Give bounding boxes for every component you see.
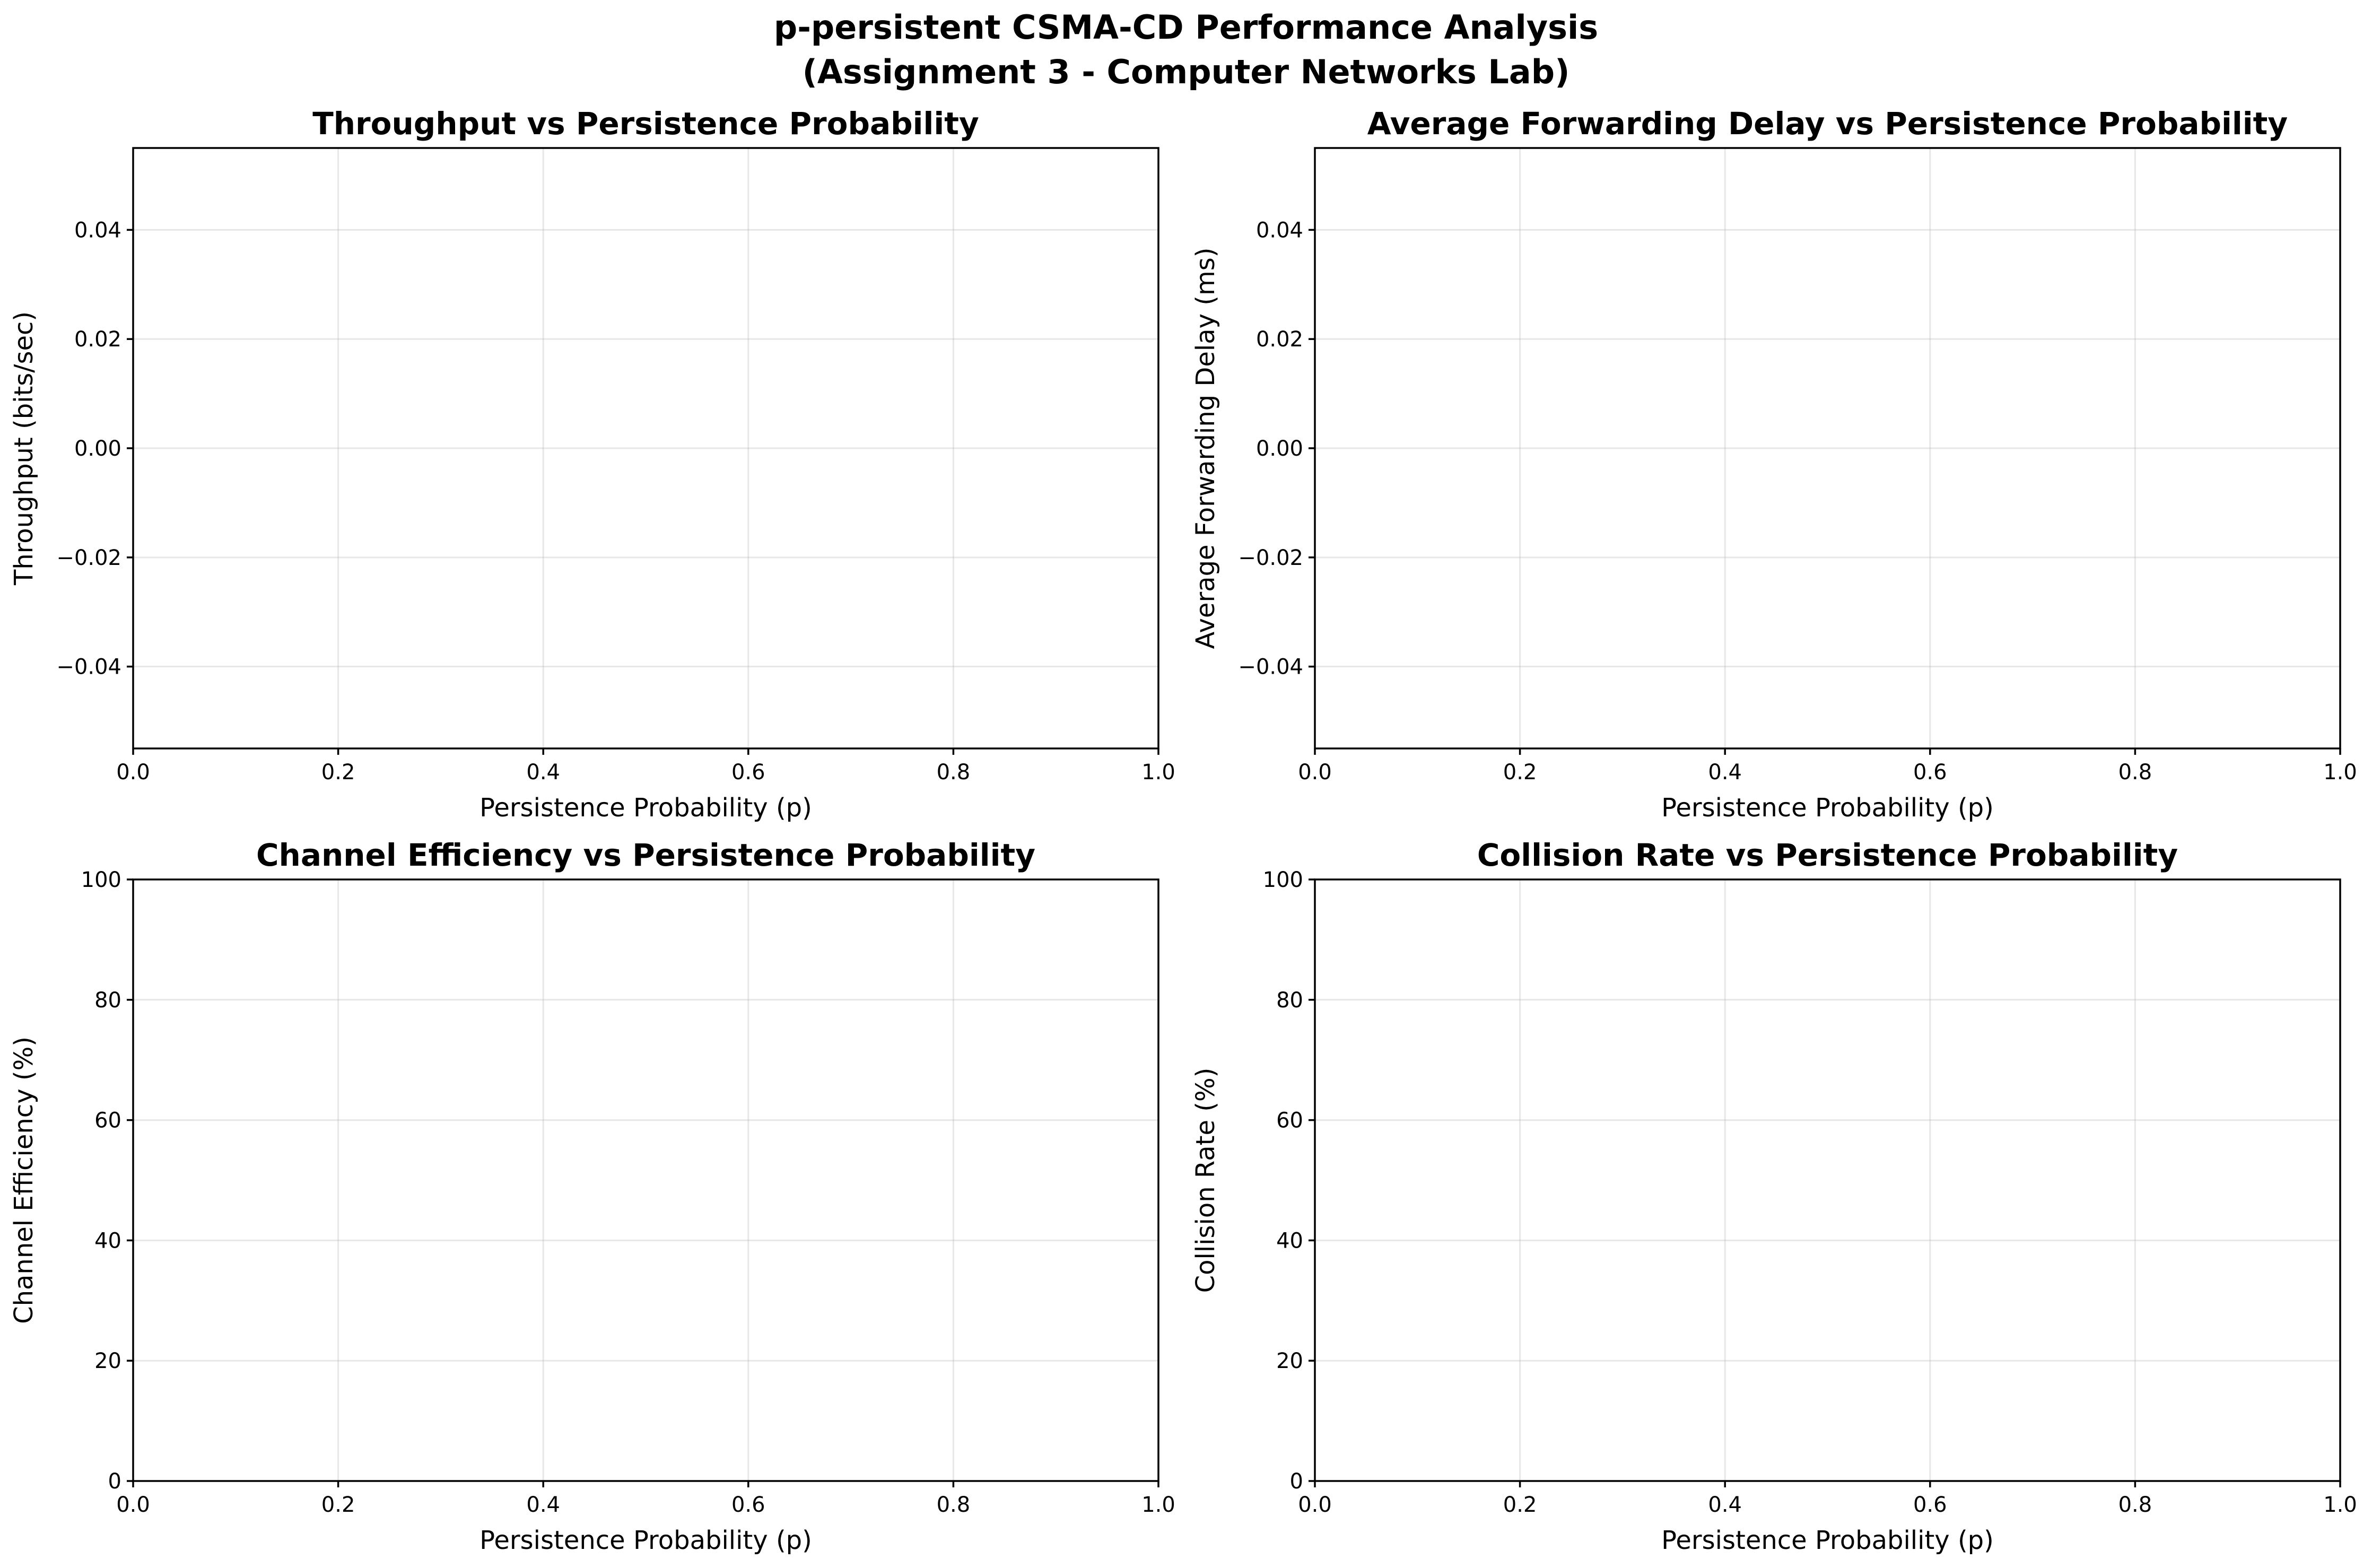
delay-xtick-label-4: 0.8 xyxy=(2118,760,2152,785)
efficiency-xlabel: Persistence Probability (p) xyxy=(479,1526,812,1555)
delay-ytick-label-0: −0.04 xyxy=(1238,655,1303,680)
delay-xtick-label-0: 0.0 xyxy=(1298,760,1332,785)
throughput-xlabel: Persistence Probability (p) xyxy=(479,793,812,823)
collision-ytick-label-2: 40 xyxy=(1276,1229,1303,1253)
throughput-ytick-label-1: −0.02 xyxy=(56,546,121,570)
efficiency-xtick-label-5: 1.0 xyxy=(1141,1493,1175,1517)
collision-ytick-label-0: 0 xyxy=(1290,1469,1303,1494)
efficiency-ytick-label-5: 100 xyxy=(81,868,121,892)
collision-xtick-label-5: 1.0 xyxy=(2323,1493,2357,1517)
efficiency-xtick-label-4: 0.8 xyxy=(937,1493,971,1517)
efficiency-xtick-label-3: 0.6 xyxy=(731,1493,765,1517)
efficiency-ylabel: Channel Efficiency (%) xyxy=(9,1036,39,1324)
collision-ytick-label-5: 100 xyxy=(1263,868,1303,892)
throughput-subplot: 0.0 0.2 0.4 0.6 0.8 1.0 −0.04 −0.02 0.00 0.02 0.04… xyxy=(9,106,1175,823)
throughput-ytick-label-4: 0.04 xyxy=(74,218,121,242)
efficiency-subplot: 0.0 0.2 0.4 0.6 0.8 1.0 0 20 40 60 80 100 Channel Ef… xyxy=(9,837,1175,1555)
throughput-ylabel: Throughput (bits/sec) xyxy=(9,311,39,586)
collision-xlabel: Persistence Probability (p) xyxy=(1661,1526,1994,1555)
collision-xtick-label-2: 0.4 xyxy=(1708,1493,1742,1517)
throughput-title: Throughput vs Persistence Probability xyxy=(312,106,979,142)
collision-ylabel: Collision Rate (%) xyxy=(1191,1068,1220,1293)
throughput-xtick-label-0: 0.0 xyxy=(116,760,150,785)
figure-title: p-persistent CSMA-CD Performance Analysi… xyxy=(773,8,1599,91)
efficiency-xtick-label-1: 0.2 xyxy=(321,1493,355,1517)
efficiency-ytick-label-2: 40 xyxy=(94,1229,121,1253)
throughput-ytick-label-0: −0.04 xyxy=(56,655,121,680)
throughput-xtick-label-1: 0.2 xyxy=(321,760,355,785)
efficiency-ytick-label-0: 0 xyxy=(108,1469,121,1494)
collision-xtick-label-4: 0.8 xyxy=(2118,1493,2152,1517)
efficiency-ytick-label-4: 80 xyxy=(94,988,121,1013)
throughput-xtick-label-2: 0.4 xyxy=(526,760,560,785)
collision-ytick-label-1: 20 xyxy=(1276,1349,1303,1373)
delay-xtick-label-1: 0.2 xyxy=(1503,760,1537,785)
collision-ytick-label-3: 60 xyxy=(1276,1109,1303,1133)
delay-xtick-label-3: 0.6 xyxy=(1913,760,1947,785)
delay-subplot: 0.0 0.2 0.4 0.6 0.8 1.0 −0.04 −0.02 0.00 0.02 0.04… xyxy=(1191,106,2357,823)
delay-ytick-label-2: 0.00 xyxy=(1256,437,1303,461)
delay-ytick-label-4: 0.04 xyxy=(1256,218,1303,242)
delay-title: Average Forwarding Delay vs Persistence … xyxy=(1367,106,2288,142)
delay-ylabel: Average Forwarding Delay (ms) xyxy=(1191,247,1220,649)
collision-xtick-label-1: 0.2 xyxy=(1503,1493,1537,1517)
collision-title: Collision Rate vs Persistence Probabilit… xyxy=(1477,837,2178,873)
collision-xtick-label-3: 0.6 xyxy=(1913,1493,1947,1517)
throughput-xtick-label-5: 1.0 xyxy=(1141,760,1175,785)
delay-ytick-label-1: −0.02 xyxy=(1238,546,1303,570)
collision-plot-area xyxy=(1314,878,2341,1482)
throughput-xtick-label-4: 0.8 xyxy=(937,760,971,785)
collision-subplot: 0.0 0.2 0.4 0.6 0.8 1.0 0 20 40 60 80 100 Collision … xyxy=(1191,837,2357,1555)
efficiency-title: Channel Efficiency vs Persistence Probab… xyxy=(256,837,1035,873)
efficiency-ytick-label-3: 60 xyxy=(94,1109,121,1133)
delay-xtick-label-2: 0.4 xyxy=(1708,760,1742,785)
efficiency-xtick-label-2: 0.4 xyxy=(526,1493,560,1517)
efficiency-plot-area xyxy=(132,878,1159,1482)
delay-xlabel: Persistence Probability (p) xyxy=(1661,793,1994,823)
collision-ytick-label-4: 80 xyxy=(1276,988,1303,1013)
throughput-ytick-label-3: 0.02 xyxy=(74,327,121,352)
throughput-xtick-label-3: 0.6 xyxy=(731,760,765,785)
collision-xtick-label-0: 0.0 xyxy=(1298,1493,1332,1517)
efficiency-ytick-label-1: 20 xyxy=(94,1349,121,1373)
delay-ytick-label-3: 0.02 xyxy=(1256,327,1303,352)
delay-xtick-label-5: 1.0 xyxy=(2323,760,2357,785)
throughput-ytick-label-2: 0.00 xyxy=(74,437,121,461)
efficiency-xtick-label-0: 0.0 xyxy=(116,1493,150,1517)
